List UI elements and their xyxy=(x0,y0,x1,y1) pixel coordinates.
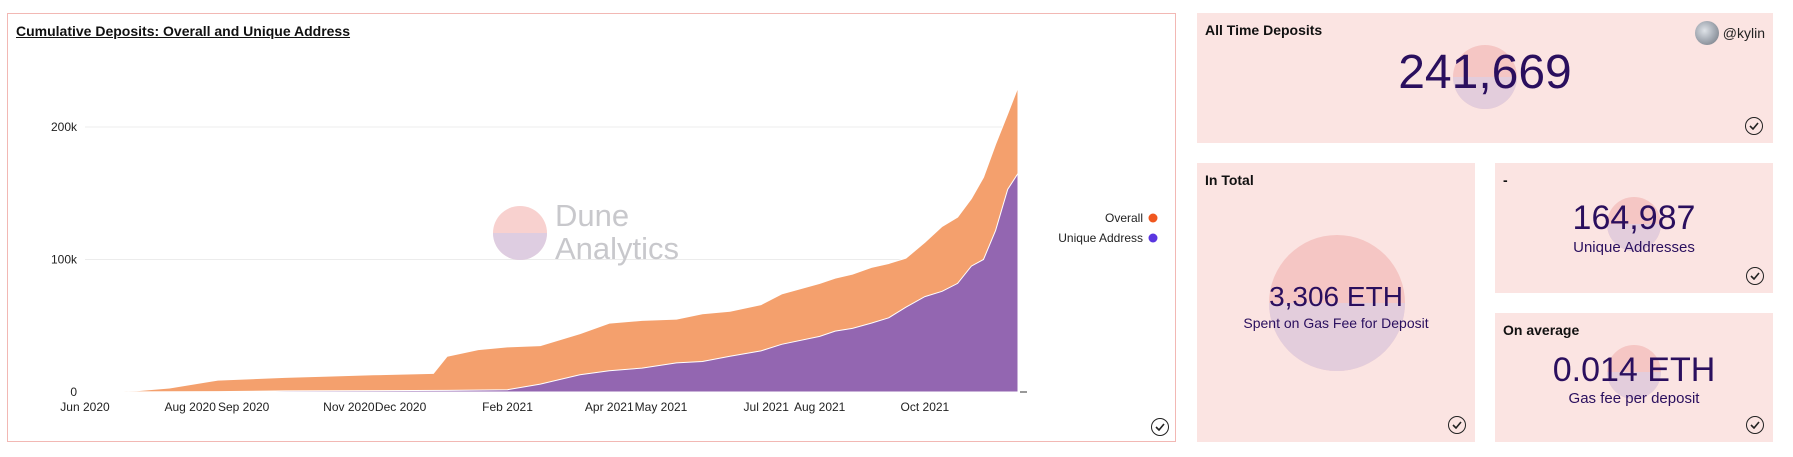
all-time-deposits-value: 241,669 xyxy=(1398,46,1572,99)
author-name[interactable]: @kylin xyxy=(1722,25,1765,41)
legend-marker xyxy=(1148,213,1158,223)
check-circle-icon[interactable] xyxy=(1448,416,1466,434)
y-tick-label: 200k xyxy=(51,120,78,134)
unique-addresses-subtitle: Unique Addresses xyxy=(1573,239,1695,256)
chart-title[interactable]: Cumulative Deposits: Overall and Unique … xyxy=(16,23,351,39)
legend-marker xyxy=(1148,233,1158,243)
legend-label: Overall xyxy=(1105,211,1143,225)
check-circle-icon[interactable] xyxy=(1746,267,1764,285)
decorative-circle xyxy=(1453,45,1517,109)
card-label: All Time Deposits xyxy=(1205,22,1323,38)
area-series-overall xyxy=(84,87,1019,393)
area-series-unique-address xyxy=(84,171,1019,393)
card-label: On average xyxy=(1503,322,1580,338)
author-badge[interactable]: @kylin xyxy=(1694,21,1765,45)
in-total-card: In Total 3,306 ETH Spent on Gas Fee for … xyxy=(1197,163,1475,442)
x-tick-label: Aug 2020 xyxy=(165,400,217,414)
legend-label: Unique Address xyxy=(1058,231,1143,245)
x-tick-label: Oct 2021 xyxy=(901,400,950,414)
x-tick-label: Apr 2021 xyxy=(585,400,634,414)
watermark-logo-lower xyxy=(493,233,547,260)
x-tick-label: Dec 2020 xyxy=(375,400,427,414)
check-circle-icon[interactable] xyxy=(1746,416,1764,434)
card-label: In Total xyxy=(1205,172,1254,188)
check-circle-icon[interactable] xyxy=(1151,418,1169,436)
x-tick-label: Jun 2020 xyxy=(60,400,110,414)
x-tick-label: Sep 2020 xyxy=(218,400,270,414)
average-gas-fee-value: 0.014 ETH xyxy=(1552,351,1716,389)
card-label: - xyxy=(1503,172,1508,188)
x-tick-label: Jul 2021 xyxy=(744,400,790,414)
unique-addresses-card: - 164,987 Unique Addresses xyxy=(1495,163,1773,293)
x-tick-label: Nov 2020 xyxy=(323,400,375,414)
gas-fee-total-value: 3,306 ETH xyxy=(1269,281,1403,312)
watermark-text: Dune xyxy=(555,198,629,233)
average-gas-fee-card: On average 0.014 ETH Gas fee per deposit xyxy=(1495,313,1773,442)
watermark-text: Analytics xyxy=(555,231,679,266)
check-circle-icon[interactable] xyxy=(1745,117,1763,135)
user-avatar[interactable] xyxy=(1694,21,1719,45)
x-tick-label: Aug 2021 xyxy=(794,400,846,414)
y-tick-label: 100k xyxy=(51,253,78,267)
gas-fee-total-subtitle: Spent on Gas Fee for Deposit xyxy=(1243,315,1429,331)
x-tick-label: Feb 2021 xyxy=(482,400,533,414)
chart-panel: 0 100k 200k Dune Analytics Jun 2020 Aug 2020 Se… xyxy=(7,13,1176,442)
average-gas-fee-subtitle: Gas fee per deposit xyxy=(1568,390,1700,407)
x-tick-label: May 2021 xyxy=(635,400,688,414)
all-time-deposits-card: All Time Deposits 241,669 @kylin xyxy=(1197,13,1773,143)
y-tick-label: 0 xyxy=(70,385,77,399)
unique-addresses-value: 164,987 xyxy=(1572,199,1696,237)
